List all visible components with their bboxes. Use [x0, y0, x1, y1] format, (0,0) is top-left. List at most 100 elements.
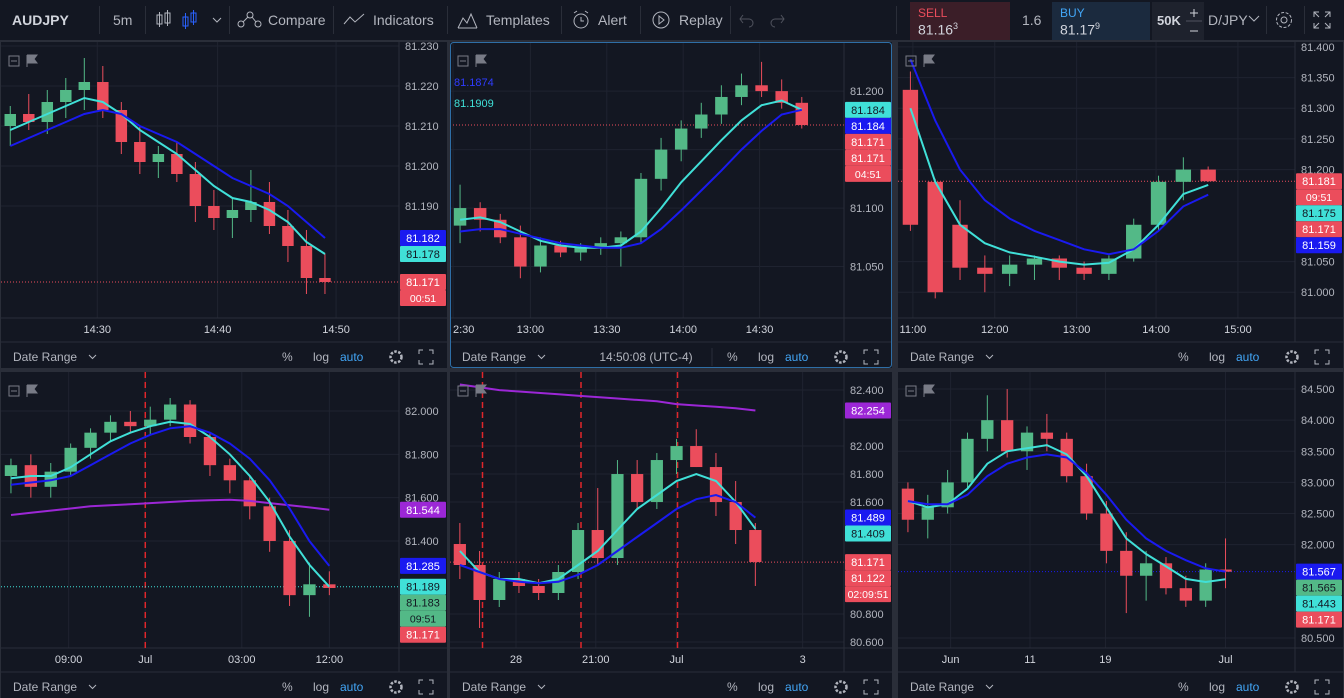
indicators[interactable]: Indicators: [373, 12, 434, 28]
date-range[interactable]: Date Range: [910, 350, 974, 364]
replay-icon[interactable]: [651, 10, 671, 30]
compare-icon[interactable]: [236, 11, 264, 29]
symbol[interactable]: AUDJPY: [12, 12, 69, 28]
compare[interactable]: Compare: [268, 12, 326, 28]
log-toggle[interactable]: log: [313, 350, 329, 364]
percent-toggle[interactable]: %: [727, 350, 738, 364]
price-badge: [845, 525, 891, 542]
candle-body: [171, 154, 183, 174]
candle-body: [208, 206, 220, 218]
fullscreen-icon[interactable]: [863, 679, 879, 695]
y-tick-label: 81.250: [1301, 134, 1335, 146]
y-tick-label: 81.300: [1301, 103, 1335, 115]
flag-icon[interactable]: [475, 384, 487, 397]
chart-panel[interactable]: 82.000 81.800 81.600 81.400 09:00 Jul 03:00 12:…: [1, 372, 447, 698]
buy-button[interactable]: BUY 81.179: [1052, 2, 1150, 40]
y-tick-label: 81.100: [850, 203, 884, 215]
candle-body: [715, 96, 728, 115]
collapse-icon[interactable]: [8, 55, 20, 67]
alert[interactable]: Alert: [598, 12, 627, 28]
symbol-dropdown[interactable]: [1248, 14, 1260, 24]
candle-body: [104, 421, 117, 433]
percent-toggle[interactable]: %: [282, 680, 293, 694]
settings-icon[interactable]: [389, 350, 403, 364]
fullscreen-icon[interactable]: [1314, 679, 1330, 695]
interval[interactable]: 5m: [113, 12, 133, 28]
chart-panel[interactable]: 84.500 84.000 83.500 83.000 82.500 82.000 80.5…: [898, 372, 1343, 698]
settings-icon[interactable]: [1285, 350, 1299, 364]
log-toggle[interactable]: log: [1209, 680, 1225, 694]
log-toggle[interactable]: log: [1209, 350, 1225, 364]
percent-toggle[interactable]: %: [282, 350, 293, 364]
templates[interactable]: Templates: [486, 12, 550, 28]
candle-body: [927, 181, 943, 293]
flag-icon[interactable]: [923, 54, 935, 67]
date-range-chevron[interactable]: [88, 354, 97, 360]
percent-toggle[interactable]: %: [1178, 680, 1189, 694]
settings-icon[interactable]: [834, 350, 848, 364]
date-range-chevron[interactable]: [537, 684, 546, 690]
separator: [333, 6, 334, 34]
date-range[interactable]: Date Range: [13, 680, 77, 694]
quantity-box[interactable]: 50K: [1152, 2, 1204, 40]
chart-panel[interactable]: 82.400 82.000 81.800 81.600 80.800 80.600 28 21…: [450, 372, 892, 698]
candle-body: [532, 585, 545, 593]
auto-toggle[interactable]: auto: [340, 350, 364, 364]
fullscreen-icon[interactable]: [418, 349, 434, 365]
collapse-icon[interactable]: [905, 385, 917, 397]
fullscreen-icon[interactable]: [1313, 11, 1331, 29]
chart-panel[interactable]: 81.40081.35081.30081.25081.20081.05081.0…: [898, 42, 1343, 368]
replay[interactable]: Replay: [679, 12, 723, 28]
collapse-icon[interactable]: [457, 385, 469, 397]
settings-icon[interactable]: [389, 680, 403, 694]
sell-button[interactable]: SELL 81.163: [910, 2, 1010, 40]
settings-icon[interactable]: [834, 680, 848, 694]
auto-toggle[interactable]: auto: [1236, 680, 1260, 694]
symbol-partial[interactable]: D/JPY: [1208, 12, 1248, 28]
collapse-icon[interactable]: [457, 55, 469, 67]
percent-toggle[interactable]: %: [1178, 350, 1189, 364]
fullscreen-icon[interactable]: [418, 679, 434, 695]
flag-icon[interactable]: [475, 54, 487, 67]
settings-icon[interactable]: [1285, 680, 1299, 694]
auto-toggle[interactable]: auto: [785, 680, 809, 694]
flag-icon[interactable]: [923, 384, 935, 397]
panel-background: [1, 372, 447, 698]
auto-toggle[interactable]: auto: [340, 680, 364, 694]
date-range-chevron[interactable]: [985, 354, 994, 360]
candle-body: [163, 404, 177, 420]
log-toggle[interactable]: log: [758, 350, 774, 364]
collapse-icon[interactable]: [8, 385, 20, 397]
templates-icon[interactable]: [457, 10, 479, 30]
fullscreen-icon[interactable]: [1314, 349, 1330, 365]
date-range-chevron[interactable]: [88, 684, 97, 690]
log-toggle[interactable]: log: [758, 680, 774, 694]
percent-toggle[interactable]: %: [727, 680, 738, 694]
date-range-chevron[interactable]: [537, 354, 546, 360]
chart-style-icons[interactable]: [155, 9, 225, 31]
sell-label: SELL: [918, 6, 948, 20]
chart-panel[interactable]: 81.230 81.220 81.210 81.200 81.190 14:30 14:40…: [1, 42, 447, 368]
settings-icon[interactable]: [1274, 10, 1294, 30]
collapse-icon[interactable]: [905, 55, 917, 67]
date-range-chevron[interactable]: [985, 684, 994, 690]
auto-toggle[interactable]: auto: [785, 350, 809, 364]
candle-body: [709, 467, 723, 503]
quantity-stepper[interactable]: [1186, 4, 1202, 38]
date-range[interactable]: Date Range: [462, 350, 526, 364]
flag-icon[interactable]: [26, 384, 38, 397]
fullscreen-icon[interactable]: [863, 349, 879, 365]
quantity: 50K: [1157, 13, 1181, 28]
buy-price: 81.179: [1060, 21, 1100, 38]
date-range[interactable]: Date Range: [13, 350, 77, 364]
flag-icon[interactable]: [26, 54, 38, 67]
indicators-icon[interactable]: [343, 12, 365, 28]
date-range[interactable]: Date Range: [462, 680, 526, 694]
chart-panel[interactable]: 81.20081.15081.10081.0502:3013:0013:3014…: [450, 42, 892, 368]
date-range[interactable]: Date Range: [910, 680, 974, 694]
undo-redo[interactable]: [738, 12, 788, 28]
auto-toggle[interactable]: auto: [1236, 350, 1260, 364]
log-toggle[interactable]: log: [313, 680, 329, 694]
candle-body: [23, 114, 35, 122]
alert-icon[interactable]: [571, 10, 591, 30]
